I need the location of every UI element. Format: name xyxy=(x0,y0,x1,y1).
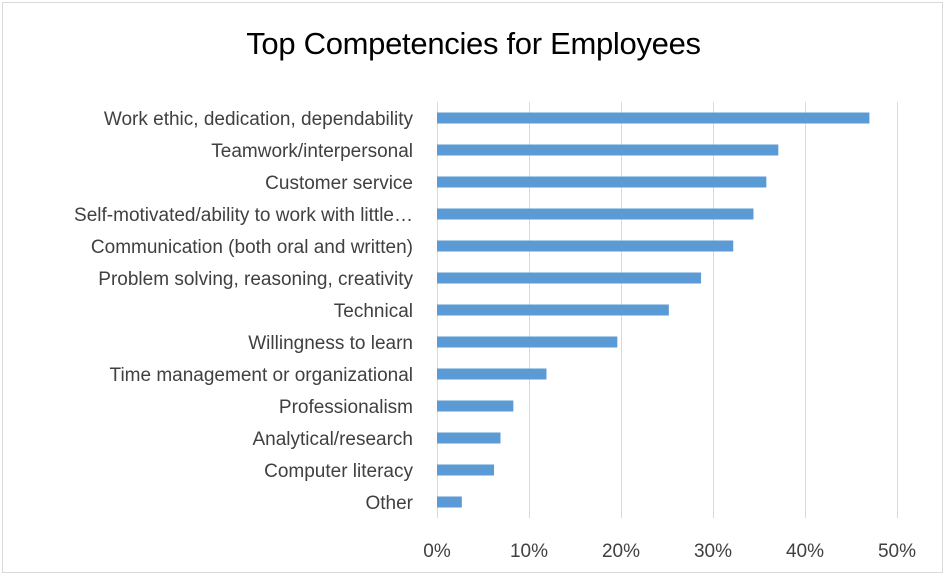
category-label: Other xyxy=(365,493,413,514)
x-tick-label: 30% xyxy=(694,541,732,562)
bar xyxy=(437,400,514,412)
bar xyxy=(437,336,618,348)
bar xyxy=(437,496,462,508)
bar xyxy=(437,144,779,156)
bar xyxy=(437,464,495,476)
x-tick-label: 10% xyxy=(510,541,548,562)
category-label: Communication (both oral and written) xyxy=(91,237,413,258)
category-label: Willingness to learn xyxy=(248,333,413,354)
category-label: Work ethic, dedication, dependability xyxy=(104,109,414,130)
bar xyxy=(437,432,501,444)
category-label: Time management or organizational xyxy=(110,365,413,386)
x-tick-label: 40% xyxy=(786,541,824,562)
category-label: Problem solving, reasoning, creativity xyxy=(98,269,413,290)
category-label: Technical xyxy=(334,301,413,322)
category-label: Computer literacy xyxy=(264,461,413,482)
category-labels: Work ethic, dedication, dependability Tea… xyxy=(74,109,414,514)
bar xyxy=(437,272,702,284)
bar xyxy=(437,208,754,220)
category-label: Customer service xyxy=(265,173,413,194)
x-axis-tick-labels: 0% 10% 20% 30% 40% 50% xyxy=(423,541,916,562)
x-tick-label: 20% xyxy=(602,541,640,562)
bar xyxy=(437,304,669,316)
bar xyxy=(437,240,734,252)
bars xyxy=(437,112,870,508)
x-tick-label: 0% xyxy=(423,541,451,562)
category-label: Professionalism xyxy=(279,397,413,418)
x-tick-label: 50% xyxy=(878,541,916,562)
category-label: Self-motivated/ability to work with litt… xyxy=(74,205,413,226)
chart-title: Top Competencies for Employees xyxy=(246,26,701,61)
category-label: Analytical/research xyxy=(252,429,413,450)
bar xyxy=(437,112,870,124)
category-label: Teamwork/interpersonal xyxy=(211,141,413,162)
bar xyxy=(437,368,547,380)
bar xyxy=(437,176,767,188)
